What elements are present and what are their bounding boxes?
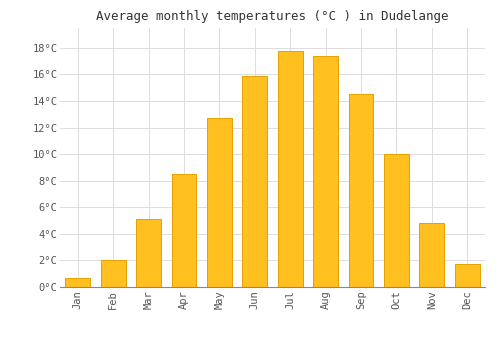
Bar — [313, 56, 338, 287]
Bar — [242, 76, 267, 287]
Bar — [136, 219, 161, 287]
Bar — [384, 154, 409, 287]
Bar — [66, 278, 90, 287]
Bar — [207, 118, 232, 287]
Bar — [455, 264, 479, 287]
Bar — [172, 174, 196, 287]
Bar — [100, 260, 126, 287]
Bar — [278, 51, 302, 287]
Bar — [348, 94, 374, 287]
Bar — [420, 223, 444, 287]
Title: Average monthly temperatures (°C ) in Dudelange: Average monthly temperatures (°C ) in Du… — [96, 10, 449, 23]
